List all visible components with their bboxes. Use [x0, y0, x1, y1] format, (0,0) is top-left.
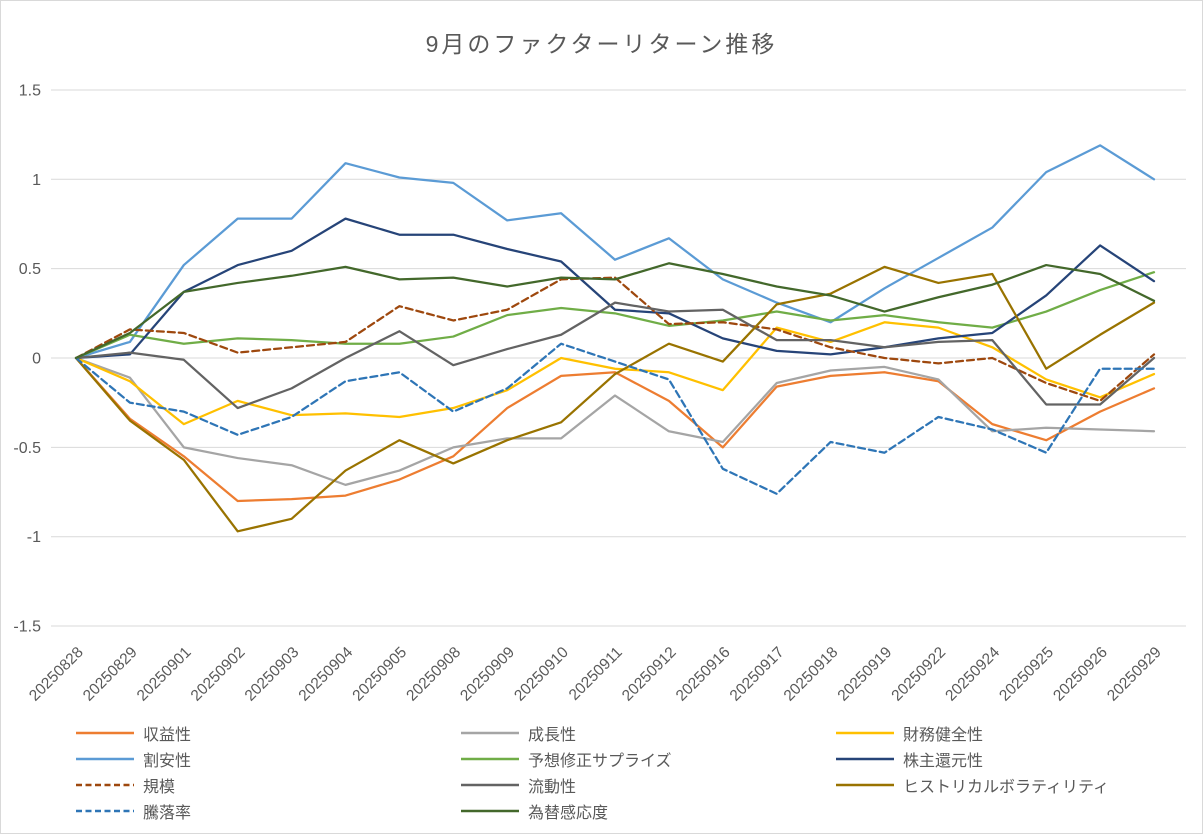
legend-item-value: 割安性 — [76, 747, 461, 771]
series-line-shareholder-return — [74, 217, 1156, 360]
legend-item-forecast-revision-surprise: 予想修正サプライズ — [461, 747, 836, 771]
legend-swatch-financial-health — [836, 731, 894, 735]
x-axis-label: 20250917 — [727, 644, 788, 705]
x-axis-label: 20250912 — [619, 644, 680, 705]
legend-swatch-forecast-revision-surprise — [461, 757, 519, 761]
legend-label-size: 規模 — [143, 779, 176, 796]
legend-swatch-profitability — [76, 731, 134, 735]
legend-item-profitability: 収益性 — [76, 721, 461, 745]
legend-item-historical-volatility: ヒストリカルボラティリティ — [836, 773, 1191, 797]
y-axis-label: 1.5 — [19, 82, 41, 99]
legend-swatch-size — [76, 783, 134, 787]
y-axis-label: 0.5 — [19, 261, 41, 278]
x-axis-label: 20250924 — [942, 644, 1003, 705]
series-line-value — [74, 144, 1156, 360]
legend-swatch-liquidity — [461, 783, 519, 787]
series-line-liquidity — [74, 301, 1156, 410]
legend-label-growth: 成長性 — [528, 727, 577, 744]
factor-return-line-chart: 1.510.50-0.5-1-1.52025082820250829202509… — [13, 82, 1186, 705]
x-axis-label: 20250904 — [296, 644, 357, 705]
x-axis-label: 20250829 — [80, 644, 141, 705]
legend-label-shareholder-return: 株主還元性 — [903, 753, 984, 770]
legend-swatch-growth — [461, 731, 519, 735]
x-axis-label: 20250828 — [26, 644, 87, 705]
series-line-fx-sensitivity — [74, 262, 1156, 360]
legend-label-historical-volatility: ヒストリカルボラティリティ — [903, 779, 1110, 796]
x-axis-label: 20250922 — [888, 644, 949, 705]
legend-item-growth: 成長性 — [461, 721, 836, 745]
series-line-forecast-revision-surprise — [74, 271, 1156, 360]
series-line-profitability — [74, 356, 1156, 503]
legend-item-financial-health: 財務健全性 — [836, 721, 1191, 745]
series-line-growth — [74, 356, 1156, 487]
y-axis-label: -1.5 — [13, 619, 41, 636]
series-line-price-change-rate — [74, 342, 1156, 495]
legend-swatch-price-change-rate — [76, 809, 134, 813]
y-axis-label: 1 — [32, 172, 41, 189]
y-axis-label: -1 — [27, 529, 41, 546]
legend-item-liquidity: 流動性 — [461, 773, 836, 797]
legend-label-liquidity: 流動性 — [528, 779, 577, 796]
x-axis-label: 20250919 — [835, 644, 896, 705]
x-axis-label: 20250925 — [996, 644, 1057, 705]
x-axis-label: 20250911 — [566, 644, 626, 704]
legend-swatch-value — [76, 757, 134, 761]
x-axis-label: 20250910 — [511, 644, 572, 705]
x-axis-label: 20250903 — [242, 644, 303, 705]
x-axis-label: 20250909 — [457, 644, 518, 705]
x-axis-label: 20250908 — [403, 644, 464, 705]
series-line-size — [74, 276, 1156, 403]
legend-label-financial-health: 財務健全性 — [903, 727, 984, 744]
legend-swatch-historical-volatility — [836, 783, 894, 787]
legend-item-fx-sensitivity: 為替感応度 — [461, 799, 836, 823]
legend-item-shareholder-return: 株主還元性 — [836, 747, 1191, 771]
legend-swatch-shareholder-return — [836, 757, 894, 761]
legend-label-fx-sensitivity: 為替感応度 — [528, 805, 609, 822]
legend-label-profitability: 収益性 — [143, 727, 192, 744]
legend-label-price-change-rate: 騰落率 — [143, 805, 192, 822]
chart-legend: 収益性 成長性 財務健全性割安性 予想修正サプライズ 株主還元性規模 流動性 ヒストリカルボ… — [76, 720, 1191, 824]
x-axis-label: 20250918 — [781, 644, 842, 705]
legend-swatch-fx-sensitivity — [461, 809, 519, 813]
x-axis-label: 20250902 — [188, 644, 249, 705]
y-axis-label: -0.5 — [13, 440, 41, 457]
x-axis-label: 20250926 — [1050, 644, 1111, 705]
y-axis-label: 0 — [32, 351, 41, 368]
series-line-historical-volatility — [74, 265, 1156, 533]
chart-title: 9月のファクターリターン推移 — [425, 31, 778, 57]
x-axis-label: 20250929 — [1104, 644, 1165, 705]
legend-item-price-change-rate: 騰落率 — [76, 799, 461, 823]
x-axis-label: 20250901 — [134, 644, 195, 705]
legend-item-size: 規模 — [76, 773, 461, 797]
legend-label-forecast-revision-surprise: 予想修正サプライズ — [528, 753, 672, 770]
x-axis-label: 20250916 — [673, 644, 734, 705]
x-axis-label: 20250905 — [349, 644, 410, 705]
legend-label-value: 割安性 — [143, 753, 192, 770]
